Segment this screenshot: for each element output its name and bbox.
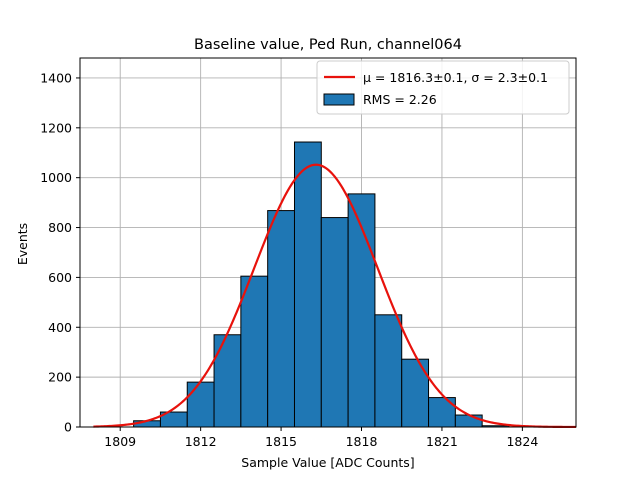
x-tick-label: 1818: [346, 434, 378, 449]
histogram-bar: [428, 397, 456, 428]
y-tick-label: 200: [48, 370, 72, 385]
y-tick-label: 0: [64, 420, 72, 435]
histogram-bar: [267, 210, 295, 428]
x-tick-label: 1824: [506, 434, 538, 449]
x-tick-label: 1815: [265, 434, 297, 449]
axes-frame: [79, 57, 577, 428]
histogram-bar: [293, 141, 322, 428]
y-axis-label: Events: [15, 223, 30, 265]
histogram-bar: [347, 193, 376, 428]
chart-title: Baseline value, Ped Run, channel064: [194, 37, 462, 53]
histogram-bar: [213, 334, 242, 428]
legend-histogram-swatch: [323, 93, 355, 106]
gaussian-fit-curve: [93, 163, 576, 429]
x-axis-ticks: 1809 1812 1815 1818 1821 1824: [104, 427, 538, 449]
legend-histogram-label: RMS = 2.26: [363, 92, 437, 107]
y-tick-label: 1400: [40, 70, 72, 85]
x-tick-label: 1809: [104, 434, 136, 449]
histogram-bar: [320, 217, 349, 428]
legend: μ = 1816.3±0.1, σ = 2.3±0.1 RMS = 2.26: [316, 60, 570, 115]
legend-box: [316, 60, 570, 115]
axes: [79, 57, 577, 428]
x-axis-label: Sample Value [ADC Counts]: [241, 455, 414, 470]
y-axis-ticks: 0 200 400 600 800 1000 1200 1400: [40, 70, 80, 435]
y-tick-label: 1200: [40, 120, 72, 135]
histogram-bar: [240, 275, 269, 428]
histogram-bar: [374, 314, 403, 428]
legend-fit-label: μ = 1816.3±0.1, σ = 2.3±0.1: [363, 70, 548, 85]
y-tick-label: 400: [48, 320, 72, 335]
x-tick-label: 1812: [185, 434, 217, 449]
x-tick-label: 1821: [426, 434, 458, 449]
histogram-bar: [186, 381, 215, 428]
y-tick-label: 600: [48, 270, 72, 285]
y-tick-label: 1000: [40, 170, 72, 185]
y-tick-label: 800: [48, 220, 72, 235]
histogram-bars: [133, 141, 510, 428]
histogram-bar: [454, 414, 483, 428]
